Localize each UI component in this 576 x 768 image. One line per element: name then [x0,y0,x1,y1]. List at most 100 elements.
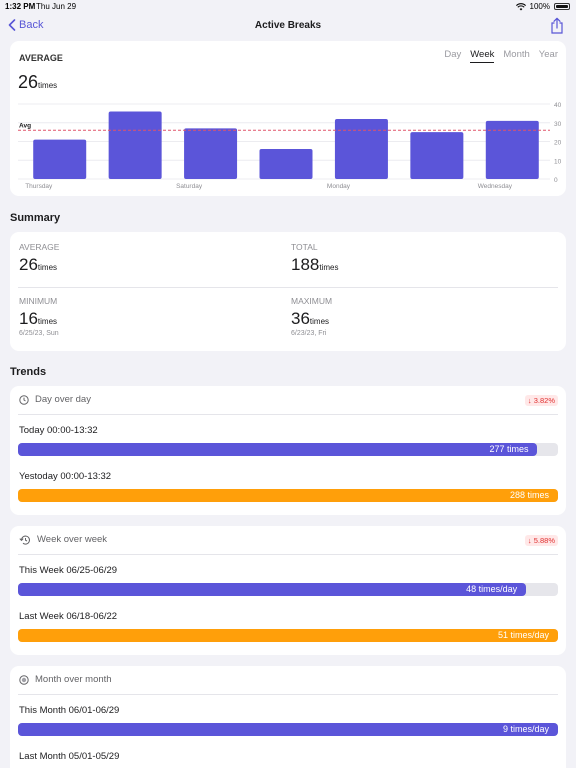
trend-change-badge: ↓ 3.82% [524,395,558,406]
segment-week[interactable]: Week [470,49,495,63]
trend-change-badge: ↓ 5.88% [524,535,558,546]
summary-minimum-date: 6/25/23, Sun [19,330,59,337]
trend-progress-fill: 51 times/day [18,629,558,642]
summary-average-number: 26 [19,255,38,274]
summary-minimum-value: 16times [19,309,59,329]
trend-row-label: Last Week 06/18-06/22 [19,611,118,622]
summary-average: AVERAGE 26times [19,242,59,275]
trend-row-label: Today 00:00-13:32 [19,425,98,436]
chart-bar [184,128,238,179]
summary-divider [18,287,558,288]
summary-total-unit: times [319,263,339,272]
page-title: Active Breaks [254,20,322,31]
trend-progress-track: 9 times/day [18,723,558,736]
summary-average-value: 26times [19,255,59,275]
status-time: 1:32 PM [5,2,36,11]
summary-maximum-number: 36 [291,309,310,328]
summary-minimum-number: 16 [19,309,38,328]
battery-icon [554,3,570,10]
trend-card-divider [18,414,558,415]
status-bar: 1:32 PM Thu Jun 29 100% [0,0,576,14]
summary-minimum: MINIMUM 16times 6/25/23, Sun [19,296,59,337]
trend-progress-fill: 9 times/day [18,723,558,736]
chart-bar [108,111,162,179]
chevron-left-icon [8,19,16,31]
overview-chart-card: AVERAGE 26times Day Week Month Year 0 10 20 30… [10,41,566,196]
segment-month[interactable]: Month [503,49,530,60]
trend-card-month: Month over month This Month 06/01-06/29 … [10,666,566,768]
chart-bar [334,119,388,179]
trend-row-label: Yestoday 00:00-13:32 [19,471,112,482]
trend-card-title: Day over day [35,394,91,405]
trend-card-header: Week over week [19,534,107,545]
trend-card-title: Week over week [37,534,108,545]
summary-maximum-value: 36times [291,309,332,329]
average-line-label: Avg [19,122,31,129]
segment-day[interactable]: Day [444,49,462,60]
trend-card-header: Month over month [19,674,112,685]
chart-bar [485,120,539,179]
trend-card-day: Day over day ↓ 3.82% Today 00:00-13:32 2… [10,386,566,515]
trend-row-label: This Month 06/01-06/29 [19,705,120,716]
summary-maximum: MAXIMUM 36times 6/23/23, Fri [291,296,332,337]
weekly-bar-chart: 0 10 20 30 40 Thursday Saturday Monday Wednesday… [18,102,562,190]
y-tick-label: 0 [554,177,558,184]
summary-total-value: 188times [291,255,339,275]
summary-title: Summary [10,212,61,224]
x-tick-label: Saturday [176,183,203,190]
battery-percent: 100% [529,2,550,11]
chart-bar [33,139,87,179]
trend-progress-fill: 288 times [18,489,558,502]
overview-average-value: 26times [18,72,57,93]
status-right: 100% [515,2,570,11]
status-date: Thu Jun 29 [36,2,77,11]
summary-average-label: AVERAGE [19,242,60,252]
trend-card-header: Day over day [19,394,91,405]
x-tick-label: Wednesday [478,183,513,190]
trend-progress-track: 51 times/day [18,629,558,642]
summary-minimum-unit: times [37,317,58,326]
trend-card-divider [18,694,558,695]
overview-value-unit: times [38,81,58,90]
back-button[interactable]: Back [8,19,43,31]
trend-progress-track: 288 times [18,489,558,502]
period-segmented-control: Day Week Month Year [444,49,558,63]
calendar-circle-icon [19,674,29,685]
summary-minimum-label: MINIMUM [19,296,58,306]
trend-progress-fill: 48 times/day [18,583,527,596]
chart-bar [410,132,464,179]
trend-card-divider [18,554,558,555]
summary-maximum-label: MAXIMUM [291,296,333,306]
overview-value-number: 26 [18,72,39,92]
trend-progress-track: 48 times/day [18,583,558,596]
summary-maximum-unit: times [309,317,330,326]
y-tick-label: 10 [554,158,562,165]
x-tick-label: Thursday [25,183,53,190]
summary-card: AVERAGE 26times TOTAL 188times MINIMUM 1… [10,232,566,351]
summary-maximum-date: 6/23/23, Fri [291,330,327,337]
summary-total-label: TOTAL [291,242,318,252]
clock-icon [19,394,29,405]
trend-progress-track: 277 times [18,443,558,456]
overview-label: AVERAGE [19,53,63,63]
history-icon [19,535,30,545]
segment-year[interactable]: Year [538,49,558,60]
y-tick-label: 30 [554,121,562,128]
trend-row-label: Last Month 05/01-05/29 [19,751,120,762]
trends-title: Trends [10,366,47,378]
summary-total-number: 188 [291,255,320,274]
trend-progress-fill: 277 times [18,443,538,456]
summary-average-unit: times [37,263,58,272]
y-tick-label: 40 [554,102,562,109]
navigation-bar: Back Active Breaks [0,14,576,40]
trend-card-title: Month over month [35,674,112,685]
y-tick-label: 20 [554,140,562,147]
x-tick-label: Monday [327,183,351,190]
trend-row-label: This Week 06/25-06/29 [19,565,118,576]
chart-bar [259,149,313,179]
trend-card-week: Week over week ↓ 5.88% This Week 06/25-0… [10,526,566,655]
wifi-icon [515,2,526,10]
share-icon[interactable] [550,17,564,34]
summary-total: TOTAL 188times [291,242,339,275]
back-label: Back [19,19,44,31]
